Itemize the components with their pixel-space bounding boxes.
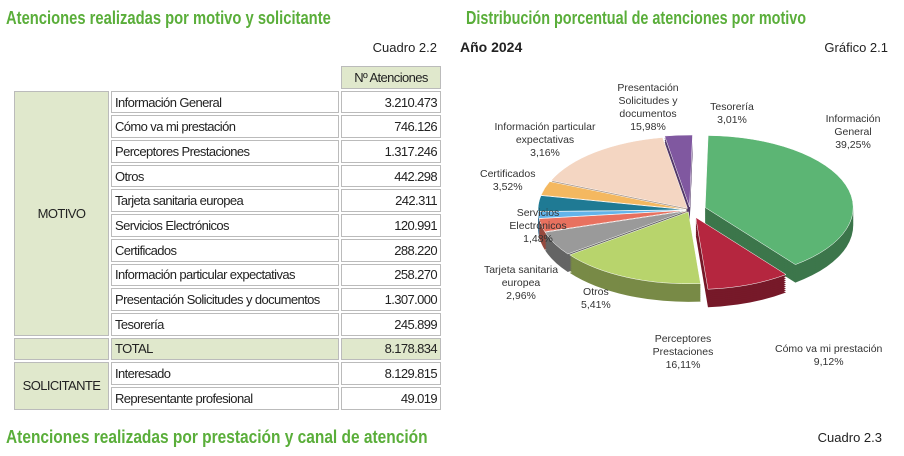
row-label: Tarjeta sanitaria europea — [111, 189, 339, 213]
row-value: 1.317.246 — [341, 140, 441, 163]
chart-title: Distribución porcentual de atenciones po… — [466, 8, 807, 28]
table-row: Representante profesional 49.019 — [14, 386, 441, 410]
row-label: Cómo va mi prestación — [111, 115, 339, 139]
row-label: Información particular expectativas — [111, 263, 339, 287]
solicitante-group: SOLICITANTE — [14, 362, 109, 410]
attentions-table: Nº Atenciones MOTIVO Información General 3… — [12, 64, 443, 412]
pie-slice-8 — [550, 137, 688, 209]
grafico-label: Gráfico 2.1 — [824, 40, 888, 55]
pie-slice-6 — [537, 195, 687, 212]
row-value: 442.298 — [341, 164, 441, 188]
row-label: Perceptores Prestaciones — [111, 140, 339, 163]
total-row: TOTAL 8.178.834 — [14, 337, 441, 361]
label-como-va: Cómo va mi prestación 9,12% — [775, 343, 883, 368]
table-row: Tarjeta sanitaria europea 242.311 — [14, 189, 441, 213]
motivo-group: MOTIVO — [14, 90, 109, 336]
table-title: Atenciones realizadas por motivo y solic… — [6, 8, 331, 28]
pie-slice-4 — [538, 210, 687, 233]
table-row: Información particular expectativas 258.2… — [14, 263, 441, 287]
pie-slice-7 — [540, 181, 687, 210]
total-label: TOTAL — [111, 337, 339, 361]
header-atenciones: Nº Atenciones — [341, 66, 441, 89]
table-row: Certificados 288.220 — [14, 238, 441, 262]
row-value: 746.126 — [341, 115, 441, 139]
label-perceptores: Perceptores Prestaciones 16,11% — [652, 333, 714, 371]
pie-slice-3 — [544, 210, 687, 255]
label-certificados: Certificados 3,52% — [480, 168, 536, 193]
row-value: 8.129.815 — [341, 362, 441, 385]
row-label: Presentación Solicitudes y documentos — [111, 288, 339, 311]
label-servicios: Servicios Electrónicos 1,48% — [509, 207, 567, 245]
pie-slice-0 — [704, 135, 854, 265]
row-value: 288.220 — [341, 238, 441, 262]
label-tesoreria: Tesorería 3,01% — [710, 101, 754, 126]
pie-slice-5 — [537, 209, 687, 219]
row-label: Información General — [111, 90, 339, 114]
table-row: Perceptores Prestaciones 1.317.246 — [14, 140, 441, 163]
row-value: 245.899 — [341, 312, 441, 336]
cuadro-label: Cuadro 2.2 — [372, 40, 437, 55]
label-info-general: Información General 39,25% — [825, 113, 881, 151]
row-value: 242.311 — [341, 189, 441, 213]
table-row: Presentación Solicitudes y documentos 1.3… — [14, 288, 441, 311]
table-row: MOTIVO Información General 3.210.473 — [14, 90, 441, 336]
pie-chart — [537, 134, 854, 308]
row-label: Interesado — [111, 362, 339, 385]
table-row: Cómo va mi prestación 746.126 — [14, 115, 441, 139]
label-tarjeta: Tarjeta sanitaria europea 2,96% — [483, 264, 559, 302]
row-value: 3.210.473 — [341, 90, 441, 114]
row-value: 258.270 — [341, 263, 441, 287]
table-row: Servicios Electrónicos 120.991 — [14, 214, 441, 237]
table-row: Tesorería 245.899 — [14, 312, 441, 336]
cuadro-2-3-label: Cuadro 2.3 — [817, 430, 882, 445]
row-label: Representante profesional — [111, 386, 339, 410]
pie-slice-9 — [664, 134, 693, 208]
total-value: 8.178.834 — [341, 337, 441, 361]
table-row: SOLICITANTE Interesado 8.129.815 — [14, 362, 441, 410]
row-value: 1.307.000 — [341, 288, 441, 311]
section-title: Atenciones realizadas por prestación y c… — [6, 427, 428, 447]
label-otros: Otros 5,41% — [581, 286, 611, 311]
row-value: 120.991 — [341, 214, 441, 237]
pie-slice-1 — [695, 216, 787, 290]
row-value: 49.019 — [341, 386, 441, 410]
year-label: Año 2024 — [460, 39, 523, 55]
table-row: Otros 442.298 — [14, 164, 441, 188]
row-label: Servicios Electrónicos — [111, 214, 339, 237]
row-label: Certificados — [111, 238, 339, 262]
label-presentacion: Presentación Solicitudes y documentos 15,… — [617, 82, 679, 133]
pie-slice-2 — [569, 211, 701, 285]
row-label: Tesorería — [111, 312, 339, 336]
row-label: Otros — [111, 164, 339, 188]
label-info-particular: Información particular expectativas 3,16% — [494, 121, 596, 159]
